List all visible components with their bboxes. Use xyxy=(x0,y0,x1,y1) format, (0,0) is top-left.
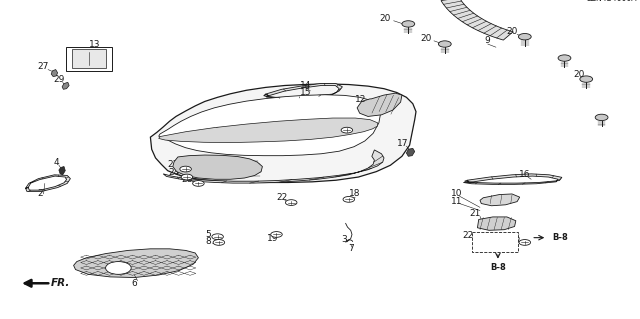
Text: 20: 20 xyxy=(380,14,391,23)
Polygon shape xyxy=(463,174,562,184)
Circle shape xyxy=(341,127,353,133)
Circle shape xyxy=(580,76,593,82)
Text: 7: 7 xyxy=(348,244,353,253)
Circle shape xyxy=(193,181,204,186)
Polygon shape xyxy=(480,194,520,206)
Ellipse shape xyxy=(106,262,131,274)
Text: 13: 13 xyxy=(89,40,100,48)
Text: 3: 3 xyxy=(342,235,347,244)
Circle shape xyxy=(402,21,415,27)
Text: 5: 5 xyxy=(206,230,211,239)
Circle shape xyxy=(212,234,223,240)
Polygon shape xyxy=(62,82,69,89)
Text: 18: 18 xyxy=(349,189,361,198)
Circle shape xyxy=(271,232,282,237)
Text: FR.: FR. xyxy=(51,278,70,288)
Text: 25: 25 xyxy=(509,234,521,243)
Polygon shape xyxy=(51,70,58,77)
Circle shape xyxy=(213,240,225,245)
Text: 10: 10 xyxy=(451,189,463,198)
Polygon shape xyxy=(163,150,384,183)
Text: 27: 27 xyxy=(38,63,49,71)
Text: 17: 17 xyxy=(397,139,409,148)
Polygon shape xyxy=(159,95,381,156)
Polygon shape xyxy=(477,217,516,230)
Text: 8: 8 xyxy=(206,237,211,246)
Text: 26: 26 xyxy=(332,121,344,130)
Text: 28: 28 xyxy=(181,175,193,184)
Polygon shape xyxy=(159,118,378,143)
Text: B-8: B-8 xyxy=(552,233,568,242)
Polygon shape xyxy=(173,155,262,179)
Text: 21: 21 xyxy=(469,209,481,218)
Polygon shape xyxy=(406,148,415,156)
Text: 19: 19 xyxy=(267,234,278,243)
Text: 29: 29 xyxy=(53,75,65,84)
Polygon shape xyxy=(74,249,198,278)
FancyBboxPatch shape xyxy=(72,49,106,68)
Text: 9: 9 xyxy=(485,36,490,45)
Text: 23: 23 xyxy=(167,160,179,169)
Circle shape xyxy=(518,33,531,40)
Circle shape xyxy=(558,55,571,61)
Text: 20: 20 xyxy=(506,27,518,36)
Polygon shape xyxy=(264,84,342,98)
Circle shape xyxy=(438,41,451,47)
Text: 20: 20 xyxy=(420,34,431,43)
Text: 11: 11 xyxy=(451,197,463,206)
Polygon shape xyxy=(441,0,513,40)
Text: 24: 24 xyxy=(168,168,180,177)
Text: 12: 12 xyxy=(355,95,367,104)
Text: 4: 4 xyxy=(54,158,59,167)
Text: B-8: B-8 xyxy=(490,263,506,272)
Circle shape xyxy=(181,174,193,180)
Circle shape xyxy=(180,166,191,172)
Text: 22: 22 xyxy=(276,193,287,202)
FancyBboxPatch shape xyxy=(66,47,112,71)
FancyBboxPatch shape xyxy=(472,232,518,252)
Polygon shape xyxy=(59,167,65,175)
Polygon shape xyxy=(357,93,402,116)
Circle shape xyxy=(343,197,355,202)
Text: 20: 20 xyxy=(573,70,585,78)
Text: 14: 14 xyxy=(300,81,312,90)
Text: 22: 22 xyxy=(463,231,474,240)
Text: 2: 2 xyxy=(37,189,42,198)
Polygon shape xyxy=(150,84,416,182)
Circle shape xyxy=(595,114,608,121)
Text: 1: 1 xyxy=(215,127,220,136)
Text: 15: 15 xyxy=(300,88,312,97)
Text: SZN4B4600A: SZN4B4600A xyxy=(586,0,637,3)
Polygon shape xyxy=(26,175,70,191)
Text: 6: 6 xyxy=(132,279,137,288)
Text: 16: 16 xyxy=(519,170,531,179)
Circle shape xyxy=(519,240,531,245)
Circle shape xyxy=(285,200,297,205)
